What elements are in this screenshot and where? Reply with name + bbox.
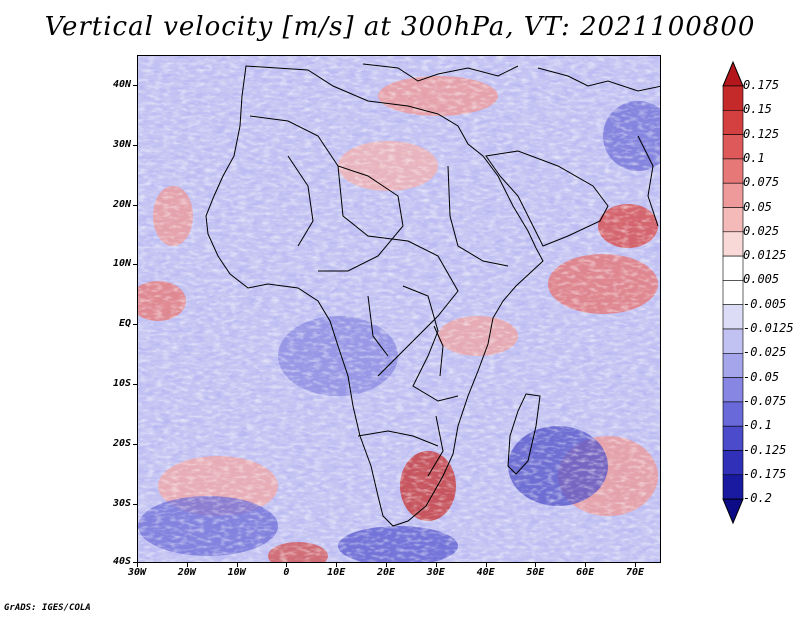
colorbar-segment: [722, 304, 744, 330]
lat-tick: [133, 85, 137, 86]
lon-tick: [435, 563, 437, 567]
lat-tick: [133, 144, 137, 146]
colorbar-segment: [722, 450, 744, 476]
colorbar-bar: [722, 60, 744, 525]
colorbar-label: -0.175: [743, 466, 787, 481]
lon-tick: [535, 563, 537, 567]
lon-label: 20E: [376, 567, 396, 578]
colorbar-label: -0.1: [743, 418, 772, 433]
lat-tick: [133, 324, 137, 326]
colorbar-segment: [722, 401, 744, 427]
lon-tick: [585, 563, 587, 567]
lon-label: 10E: [327, 567, 346, 578]
lat-label: 20N: [112, 198, 131, 210]
colorbar-segment: [722, 134, 744, 160]
colorbar-segment: [722, 474, 744, 500]
colorbar-label: 0.125: [743, 126, 780, 141]
lat-tick: [133, 443, 137, 445]
colorbar-segment: [722, 231, 744, 257]
colorbar-segment: [722, 109, 744, 135]
chart-title: Vertical velocity [m/s] at 300hPa, VT: 2…: [44, 12, 756, 42]
lon-tick: [286, 563, 288, 567]
colorbar-segment: [722, 255, 744, 281]
colorbar-label: 0.05: [743, 199, 772, 214]
lon-label: 30E: [426, 567, 445, 578]
lon-label: 50E: [526, 567, 545, 578]
lat-tick: [133, 384, 137, 385]
lon-label: 60E: [576, 567, 595, 578]
lat-label: 40N: [112, 79, 131, 90]
colorbar-segment: [722, 352, 744, 378]
colorbar-label: -0.125: [743, 442, 787, 457]
lat-label: 10N: [112, 258, 131, 270]
colorbar-label: 0.1: [743, 150, 765, 165]
lat-tick: [133, 204, 137, 206]
lon-label: 20W: [177, 567, 196, 578]
colorbar-label: 0.025: [743, 223, 780, 238]
lon-tick: [186, 563, 188, 567]
colorbar-segment: [722, 85, 744, 111]
colorbar-bottom-arrow: [722, 498, 744, 525]
colorbar-segment: [722, 207, 744, 233]
colorbar-segment: [722, 377, 744, 403]
lon-tick: [635, 563, 636, 567]
colorbar-label: 0.005: [743, 272, 780, 287]
lon-label: 10W: [227, 567, 246, 578]
colorbar-label: -0.2: [743, 491, 772, 506]
lat-label: 40S: [112, 556, 131, 567]
lon-tick: [485, 563, 487, 567]
lat-tick: [133, 503, 137, 505]
colorbar-label: 0.15: [743, 102, 772, 117]
lat-label: 10S: [112, 378, 131, 389]
colorbar-segment: [722, 280, 744, 305]
map-panel: [137, 55, 661, 563]
lat-label: EQ: [118, 318, 131, 330]
lat-tick: [133, 562, 137, 563]
colorbar-segment: [722, 425, 744, 451]
lat-label: 30N: [112, 138, 131, 150]
lon-label: 40E: [476, 567, 495, 578]
colorbar-label: -0.005: [743, 296, 787, 311]
lon-tick: [386, 563, 387, 567]
colorbar-label: 0.075: [743, 175, 780, 190]
lon-label: 30W: [127, 567, 147, 578]
colorbar-label: -0.075: [743, 393, 787, 408]
lat-label: 30S: [112, 497, 131, 509]
colorbar-label: -0.0125: [743, 321, 794, 335]
colorbar-label: -0.05: [743, 369, 780, 384]
coastlines: [205, 63, 660, 527]
velocity-field: [138, 56, 660, 562]
colorbar-label: 0.175: [743, 78, 780, 92]
lon-label: 0: [283, 567, 290, 578]
colorbar-top-arrow: [722, 60, 744, 87]
colorbar-segment: [722, 182, 744, 208]
lat-tick: [133, 264, 137, 266]
lon-label: 70E: [625, 567, 645, 578]
colorbar-segment: [722, 158, 744, 184]
lon-tick: [137, 563, 138, 567]
lon-tick: [236, 563, 238, 567]
lon-tick: [336, 563, 338, 567]
credit-text: GrADS: IGES/COLA: [4, 603, 91, 613]
colorbar-segment: [722, 328, 744, 354]
colorbar-label: -0.025: [743, 345, 787, 360]
colorbar-label: 0.0125: [743, 248, 787, 263]
lat-label: 20S: [112, 437, 131, 449]
